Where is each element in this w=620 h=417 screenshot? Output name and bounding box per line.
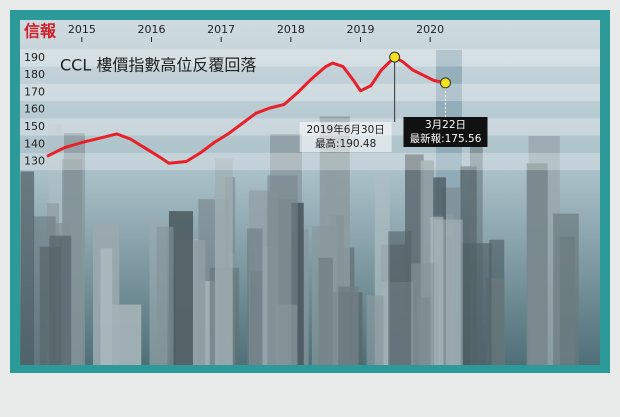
annotation-box [299,122,392,152]
building [366,295,384,365]
annotation-text: 最高:190.48 [315,137,376,150]
x-tick-label: 2016 [138,23,166,36]
y-tick-label: 130 [24,155,45,168]
building [336,286,359,365]
building [193,240,206,365]
building [100,248,113,365]
x-tick-label: 2015 [68,23,96,36]
point-marker [389,51,401,63]
building [434,219,463,365]
y-tick-label: 160 [24,103,45,116]
building [249,271,263,365]
chart-title: CCL 樓價指數高位反覆回落 [60,56,256,75]
grid-band [20,152,600,171]
building [49,235,72,365]
y-tick-label: 150 [24,120,45,133]
building [112,304,142,365]
source-logo: 信報 [24,22,57,41]
grid-band [20,49,600,67]
building [526,163,548,365]
grid-band [20,83,600,102]
building [411,263,439,365]
building [20,171,35,365]
y-tick-label: 140 [24,137,45,150]
building [215,158,233,365]
x-tick-label: 2020 [416,23,444,36]
building [553,213,579,365]
x-tick-label: 2018 [277,23,305,36]
annotation-text: 3月22日 [425,119,466,131]
skyline [20,50,579,366]
annotation-text: 最新報:175.56 [410,132,482,145]
annotation-text: 2019年6月30日 [307,123,385,136]
y-tick-label: 180 [24,68,45,81]
y-tick-label: 170 [24,85,45,98]
building [311,225,339,365]
building [388,231,412,365]
plot: 130 140 150 160 170 180 190 2015 2016 2017 2018 201… [20,23,600,171]
x-tick-label: 2017 [207,23,235,36]
y-tick-label: 190 [24,51,45,64]
building [460,243,492,365]
building [156,226,174,365]
annotation-box [403,117,488,147]
building [276,304,298,365]
x-tick-label: 2019 [347,23,375,36]
point-marker [439,77,451,89]
